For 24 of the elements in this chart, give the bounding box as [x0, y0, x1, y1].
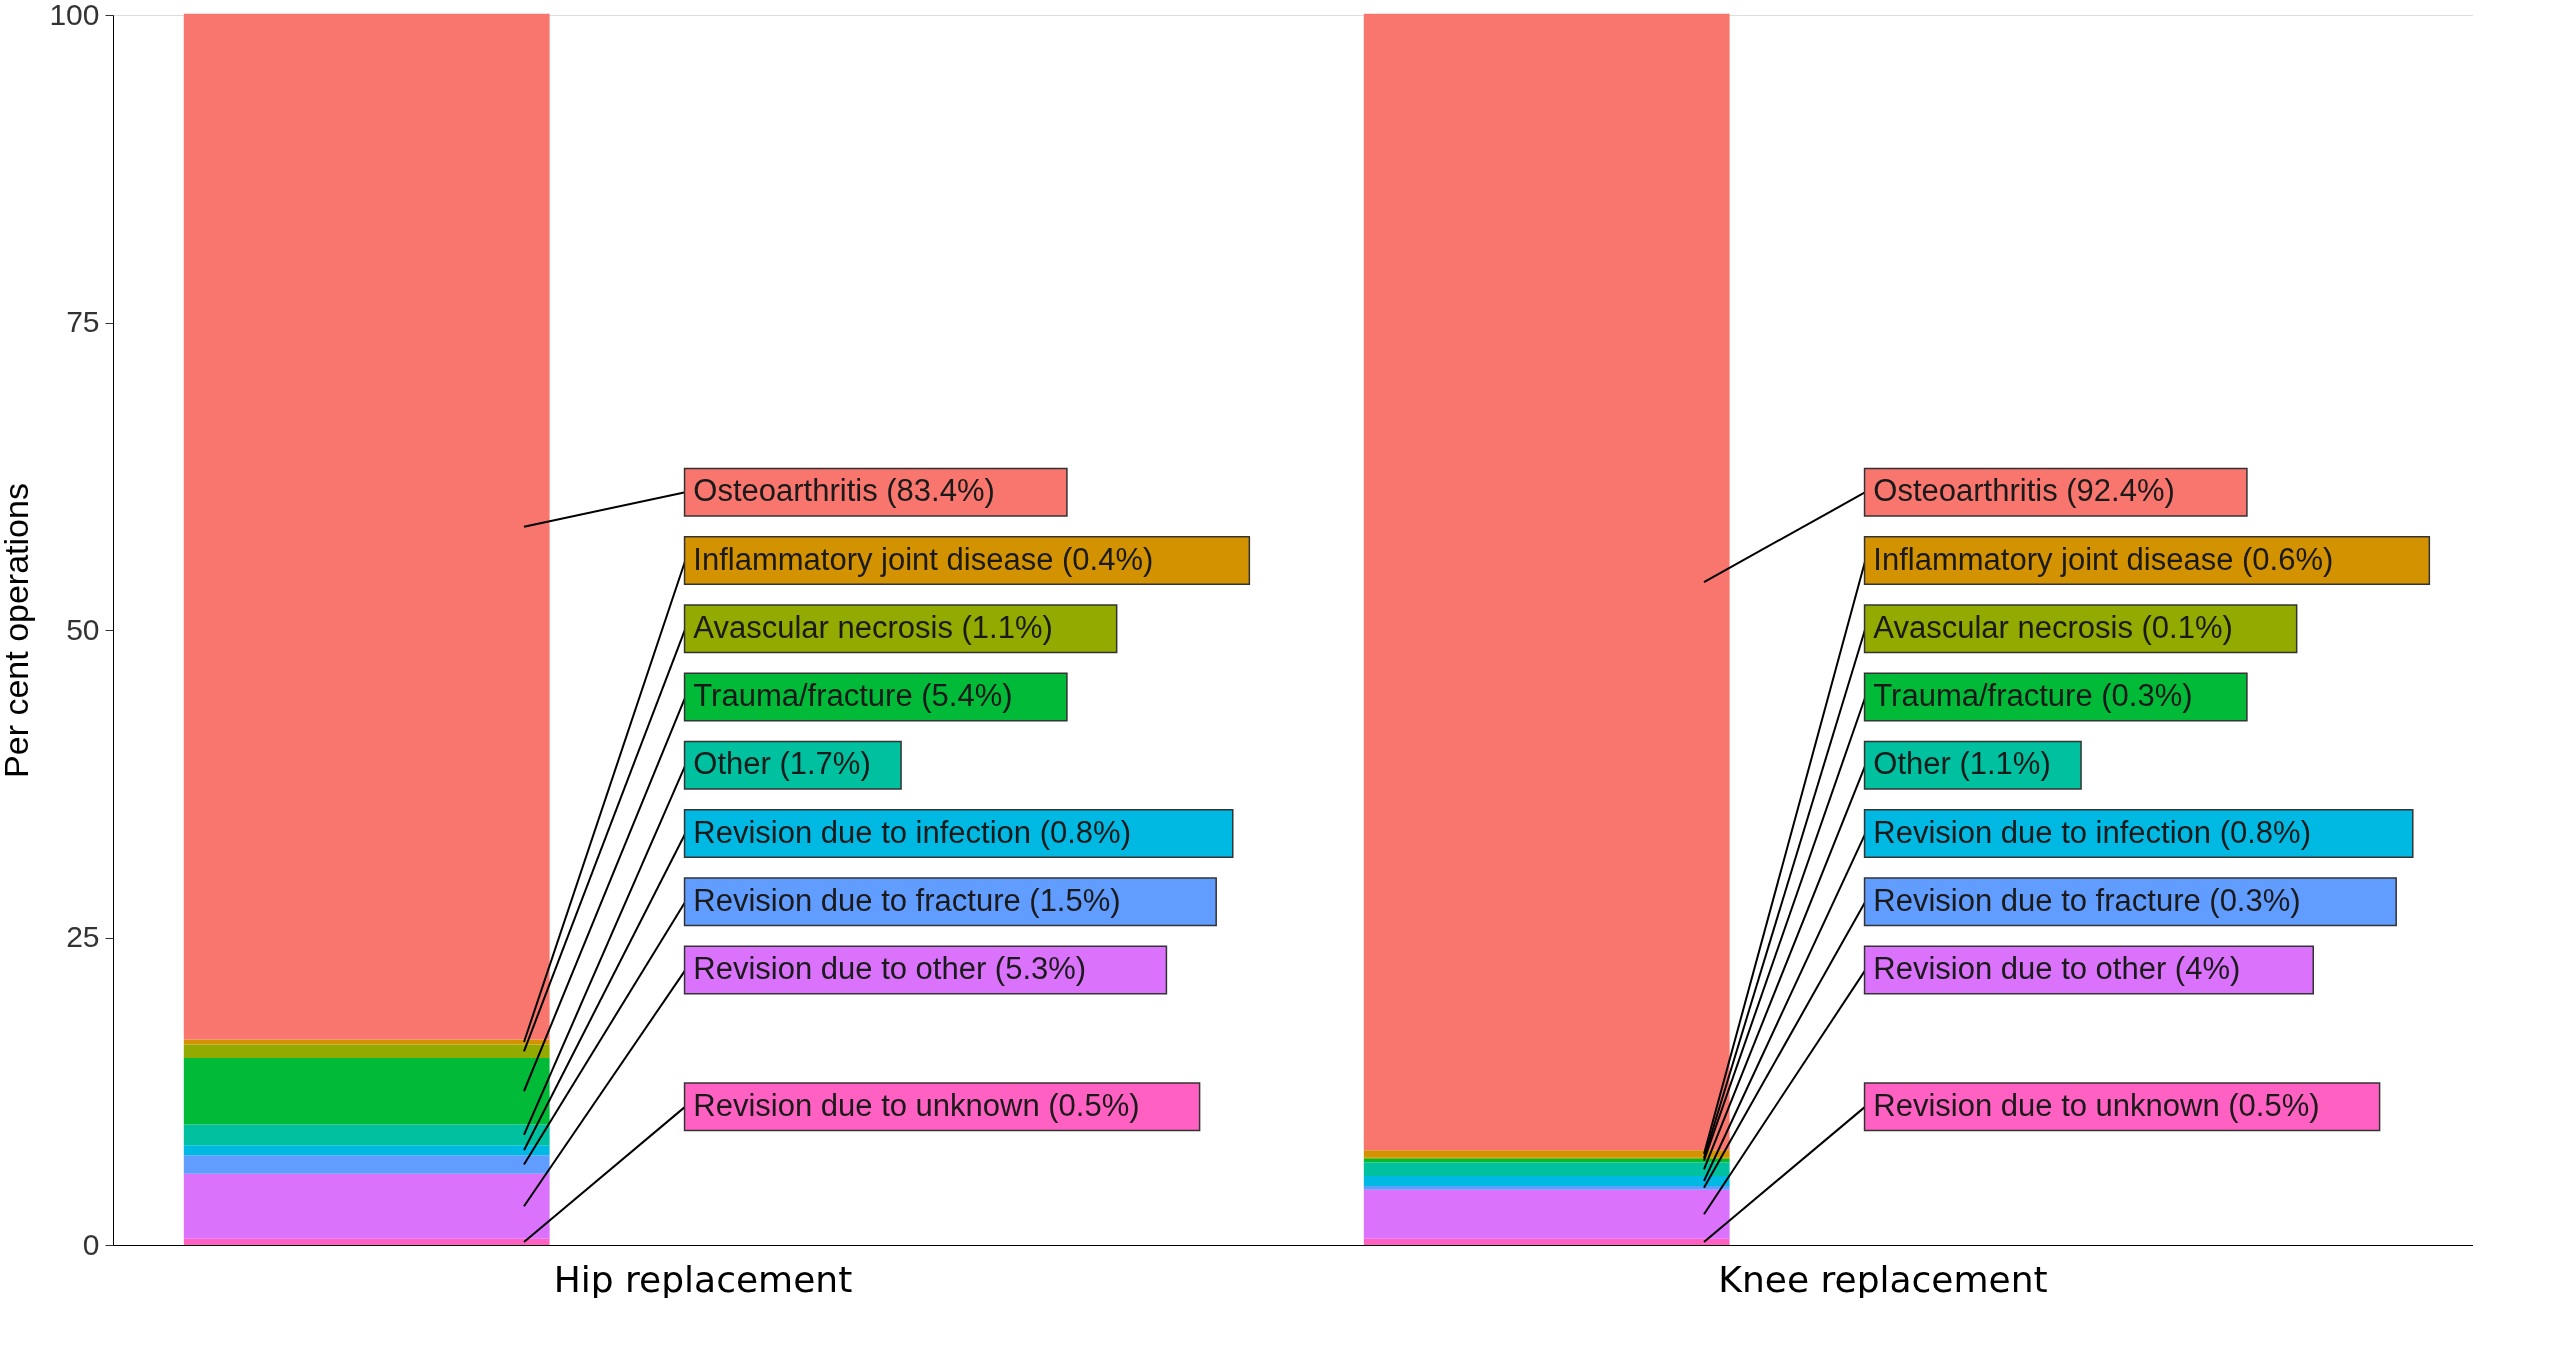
y-tick-label: 25	[66, 920, 100, 953]
text: Revision due to unknown (0.5%)	[1873, 1087, 2320, 1123]
text: Revision due to fracture (1.5%)	[693, 882, 1121, 918]
text: Inflammatory joint disease (0.4%)	[693, 541, 1154, 577]
text: Avascular necrosis (1.1%)	[693, 609, 1053, 645]
text: Osteoarthritis (92.4%)	[1873, 473, 2175, 509]
text: Revision due to other (4%)	[1873, 951, 2241, 987]
text: Other (1.1%)	[1873, 746, 2051, 782]
text: Trauma/fracture (5.4%)	[693, 678, 1013, 714]
y-tick-label: 0	[82, 1227, 100, 1261]
text: Revision due to fracture (0.3%)	[1873, 882, 2301, 918]
y-axis-title: Per cent operations	[0, 483, 36, 778]
text: Revision due to infection (0.8%)	[693, 814, 1131, 850]
text: Inflammatory joint disease (0.6%)	[1873, 541, 2334, 577]
y-tick-label: 100	[49, 0, 100, 31]
y-tick-label: 50	[66, 612, 100, 646]
y-tick-label: 75	[66, 305, 100, 338]
text: Avascular necrosis (0.1%)	[1873, 609, 2233, 645]
text: Revision due to other (5.3%)	[693, 951, 1087, 987]
text: Osteoarthritis (83.4%)	[693, 473, 995, 509]
text: Trauma/fracture (0.3%)	[1873, 678, 2193, 714]
text: Revision due to unknown (0.5%)	[693, 1087, 1140, 1123]
text: Other (1.7%)	[693, 746, 871, 782]
text: Revision due to infection (0.8%)	[1873, 814, 2311, 850]
